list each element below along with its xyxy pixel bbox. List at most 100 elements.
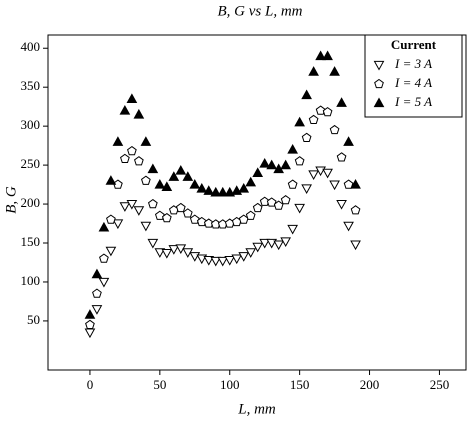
data-point (140, 221, 152, 232)
data-point (126, 93, 138, 103)
data-point (350, 179, 361, 189)
x-tick-label: 150 (290, 377, 310, 392)
data-point (196, 182, 208, 193)
data-point (280, 195, 291, 205)
data-point (154, 248, 166, 258)
data-point (161, 212, 172, 223)
data-point (127, 145, 137, 156)
data-point (91, 305, 103, 315)
data-point (245, 248, 257, 258)
data-point (336, 97, 347, 107)
data-point (308, 170, 319, 180)
legend-box (364, 34, 463, 118)
data-point (126, 199, 138, 210)
data-point (252, 202, 263, 213)
data-point (154, 210, 165, 220)
legend-label: I = 5 A (394, 94, 432, 109)
data-point (266, 197, 277, 207)
data-point (287, 224, 298, 235)
legend-label: I = 3 A (394, 56, 432, 71)
data-point (252, 167, 264, 177)
data-point (203, 218, 214, 228)
data-point (273, 200, 284, 210)
data-point (252, 242, 264, 253)
data-point (224, 256, 236, 266)
data-point (133, 206, 145, 216)
data-point (322, 168, 333, 179)
data-point (322, 107, 333, 117)
data-point (238, 182, 250, 193)
data-point (154, 179, 166, 189)
data-point (301, 184, 312, 195)
legend-marker (373, 97, 385, 108)
data-point (350, 205, 361, 215)
data-point (217, 186, 229, 197)
data-point (182, 208, 193, 218)
legend-title: Current (391, 37, 437, 52)
data-point (329, 66, 340, 76)
data-point (119, 202, 131, 212)
y-tick-label: 150 (21, 234, 41, 249)
data-point (147, 238, 159, 249)
data-point (168, 245, 180, 255)
data-point (134, 156, 144, 166)
data-point (287, 143, 298, 154)
data-point (350, 240, 361, 251)
data-point (301, 89, 312, 100)
data-point (161, 181, 173, 192)
data-point (238, 252, 250, 262)
data-point (336, 199, 347, 210)
data-point (294, 156, 305, 166)
data-point (203, 256, 215, 266)
data-point (189, 179, 201, 189)
data-point (336, 152, 347, 162)
data-point (280, 159, 292, 170)
data-point (273, 240, 285, 251)
data-point (85, 319, 95, 329)
data-point (112, 219, 124, 230)
data-point (147, 198, 158, 209)
legend-marker (374, 78, 384, 89)
data-point (259, 238, 271, 249)
data-point (343, 221, 354, 232)
chart-title: B, G vs L, mm (218, 3, 303, 19)
data-point (105, 246, 117, 257)
x-tick-label: 250 (430, 377, 450, 392)
data-point (329, 124, 340, 135)
data-point (84, 328, 96, 339)
data-point (91, 268, 103, 279)
data-point (315, 105, 326, 115)
data-point (343, 179, 354, 189)
data-point (182, 171, 194, 181)
data-point (99, 253, 109, 263)
data-point (308, 114, 319, 125)
data-point (120, 153, 130, 164)
data-point (147, 163, 159, 174)
data-point (259, 196, 270, 206)
data-point (287, 179, 298, 189)
data-point (112, 136, 124, 146)
data-point (210, 256, 222, 267)
data-point (175, 202, 186, 213)
data-point (119, 105, 131, 115)
y-tick-label: 350 (21, 78, 41, 93)
data-point (105, 175, 117, 185)
data-point (98, 277, 110, 288)
data-point (140, 136, 152, 146)
data-point (210, 186, 222, 197)
legend-marker (373, 60, 385, 71)
data-point (161, 249, 173, 259)
y-tick-label: 400 (21, 39, 41, 54)
y-axis-label: B, G (3, 186, 19, 214)
x-tick-label: 100 (220, 377, 240, 392)
plot-frame (47, 34, 467, 371)
data-point (343, 136, 354, 146)
y-tick-label: 50 (27, 312, 40, 327)
data-point (203, 185, 215, 195)
y-tick-label: 300 (21, 117, 41, 132)
y-tick-label: 100 (21, 273, 41, 288)
data-point (196, 216, 207, 227)
data-point (168, 171, 180, 181)
y-tick-label: 250 (21, 156, 41, 171)
